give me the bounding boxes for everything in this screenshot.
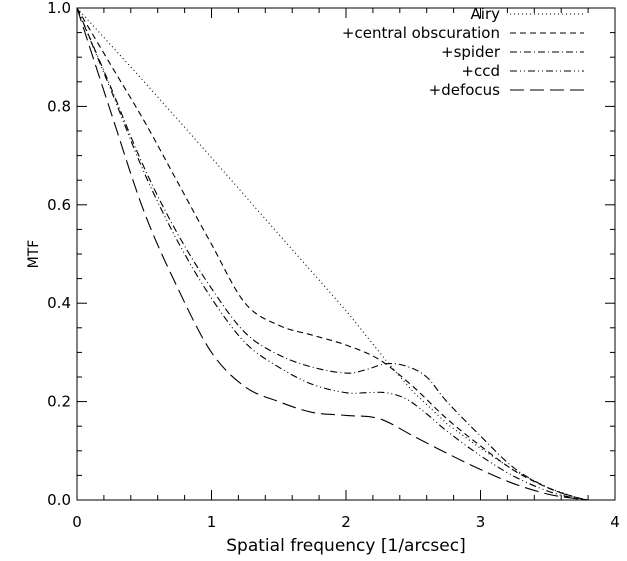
plot-frame <box>76 7 616 501</box>
legend-label: +central obscuration <box>342 24 500 42</box>
legend-label: Airy <box>471 5 501 23</box>
legend: Airy+central obscuration+spider+ccd+defo… <box>342 5 584 99</box>
series-lines <box>76 7 589 501</box>
axis-ticks <box>76 7 616 501</box>
x-axis-label: Spatial frequency [1/arcsec] <box>226 536 465 556</box>
legend-label: +defocus <box>429 81 501 99</box>
y-axis-label: MTF <box>26 240 42 269</box>
x-tick-label: 1 <box>207 513 217 531</box>
series-line-0 <box>76 7 589 501</box>
axis-tick-labels: 0 1 2 3 4 0.0 0.2 0.4 0.6 0.8 1.0 <box>47 0 620 531</box>
x-tick-label: 2 <box>341 513 351 531</box>
legend-label: +spider <box>441 43 501 61</box>
y-tick-label: 0.8 <box>47 97 71 115</box>
series-line-4 <box>76 7 589 501</box>
x-tick-label: 0 <box>72 513 82 531</box>
y-tick-label: 0.2 <box>47 393 71 411</box>
y-tick-label: 0.6 <box>47 196 71 214</box>
y-tick-label: 1.0 <box>47 0 71 17</box>
y-tick-label: 0.0 <box>47 491 71 509</box>
y-tick-label: 0.4 <box>47 294 71 312</box>
series-line-1 <box>76 7 589 501</box>
x-tick-label: 3 <box>476 513 486 531</box>
series-line-3 <box>76 7 589 501</box>
legend-label: +ccd <box>461 62 500 80</box>
series-line-2 <box>76 7 589 501</box>
x-tick-label: 4 <box>610 513 620 531</box>
